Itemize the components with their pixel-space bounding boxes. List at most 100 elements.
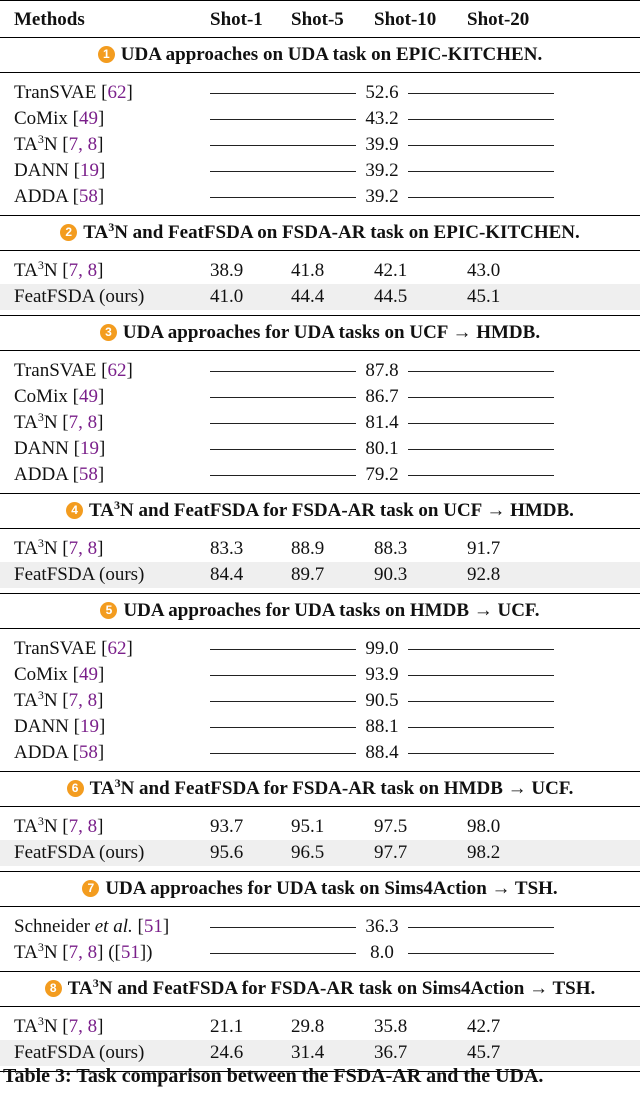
table-row: DANN [19] 88.1 [0, 714, 640, 740]
section-title-pre: TA [89, 778, 115, 799]
method-superscript: 3 [37, 536, 44, 550]
method-name: FeatFSDA (ours) [14, 286, 145, 307]
section-badge: 5 [100, 602, 118, 619]
table-row: CoMix [49] 43.2 [0, 106, 640, 132]
section-title: 2 TA3N and FeatFSDA on FSDA-AR task on EP… [0, 216, 640, 250]
section-rule [0, 806, 640, 807]
method-cell: ADDA [58] [14, 742, 105, 763]
citation: 7, 8 [68, 690, 98, 711]
uda-value: 87.8 [365, 360, 399, 381]
section-title-text: N and FeatFSDA on FSDA-AR task on EPIC-K… [114, 222, 580, 243]
section-title: 1 UDA approaches on UDA task on EPIC-KITC… [0, 38, 640, 72]
spacer [0, 907, 640, 914]
section-title-text: UDA approaches for UDA tasks on HMDB → U… [123, 600, 540, 621]
spacer [0, 807, 640, 814]
method-name: ADDA [14, 742, 68, 763]
citation: 19 [79, 716, 99, 737]
spacer [0, 351, 640, 358]
shot-value: 36.7 [374, 1042, 408, 1063]
dash-line [408, 675, 554, 676]
table-row: CoMix [49] 86.7 [0, 384, 640, 410]
shot-value: 41.0 [210, 286, 244, 307]
header-shot5: Shot-5 [291, 9, 344, 30]
extra-citation-pre: ([ [103, 942, 121, 963]
spanning-value: 80.1 [210, 436, 554, 462]
method-name: CoMix [14, 664, 68, 685]
method-name: CoMix [14, 386, 68, 407]
dash-line [408, 171, 554, 172]
method-name: TA [14, 412, 38, 433]
table-row: DANN [19] 80.1 [0, 436, 640, 462]
dash-line [210, 753, 356, 754]
spanning-value: 88.4 [210, 740, 554, 766]
shot-value: 44.5 [374, 286, 408, 307]
method-cell: TA3N [7, 8] [14, 536, 104, 559]
table-row: TA3N [7, 8] 38.9 41.8 42.1 43.0 [0, 258, 640, 284]
table-row: TranSVAE [62] 99.0 [0, 636, 640, 662]
section-rule [0, 628, 640, 629]
uda-value: 43.2 [365, 108, 399, 129]
shot-value: 42.1 [374, 260, 408, 281]
method-cell: Schneider et al. [51] [14, 916, 170, 937]
shot-value: 35.8 [374, 1016, 408, 1037]
method-name: DANN [14, 438, 69, 459]
uda-value: 86.7 [365, 386, 399, 407]
spanning-value: 39.2 [210, 184, 554, 210]
section-title: 6 TA3N and FeatFSDA for FSDA-AR task on H… [0, 772, 640, 806]
method-name: TA [14, 260, 38, 281]
dash-line [210, 953, 356, 954]
dash-line [210, 197, 356, 198]
spanning-value: 79.2 [210, 462, 554, 488]
uda-value: 80.1 [365, 438, 399, 459]
section-title-text: UDA approaches on UDA task on EPIC-KITCH… [120, 44, 543, 65]
section-rule [0, 215, 640, 216]
method-cell: TA3N [7, 8] ([51]) [14, 940, 153, 963]
dash-line [210, 93, 356, 94]
header-row: Methods Shot-1 Shot-5 Shot-10 Shot-20 [0, 1, 640, 37]
shot-value: 98.0 [467, 816, 501, 837]
section-title: 8 TA3N and FeatFSDA for FSDA-AR task on S… [0, 972, 640, 1006]
method-cell: FeatFSDA (ours) [14, 840, 144, 866]
extra-citation-post: ]) [139, 942, 153, 963]
method-italic: et al. [94, 916, 133, 937]
section-rule [0, 593, 640, 594]
dash-line [408, 727, 554, 728]
method-name: DANN [14, 716, 69, 737]
method-name: TA [14, 538, 38, 559]
citation: 62 [107, 82, 127, 103]
section-rule [0, 350, 640, 351]
shot-value: 31.4 [291, 1042, 325, 1063]
uda-value: 39.9 [365, 134, 399, 155]
section-rule [0, 72, 640, 73]
dash-line [210, 649, 356, 650]
dash-line [408, 93, 554, 94]
uda-value: 81.4 [365, 412, 399, 433]
spacer [0, 251, 640, 258]
shot-value: 88.3 [374, 538, 408, 559]
section-rule [0, 1006, 640, 1007]
method-name: TranSVAE [14, 82, 97, 103]
table-row: FeatFSDA (ours) 84.4 89.7 90.3 92.8 [0, 562, 640, 588]
uda-value: 88.1 [365, 716, 399, 737]
method-name: CoMix [14, 108, 68, 129]
shot-value: 96.5 [291, 842, 325, 863]
section-title-pre: TA [67, 978, 93, 999]
table-row: TranSVAE [62] 52.6 [0, 80, 640, 106]
table-row: TA3N [7, 8] 93.7 95.1 97.5 98.0 [0, 814, 640, 840]
section-badge: 2 [60, 224, 78, 241]
section-title: 5 UDA approaches for UDA tasks on HMDB → … [0, 594, 640, 628]
uda-value: 39.2 [365, 186, 399, 207]
spanning-value: 39.9 [210, 132, 554, 158]
table-row: FeatFSDA (ours) 24.6 31.4 36.7 45.7 [0, 1040, 640, 1066]
shot-value: 21.1 [210, 1016, 244, 1037]
method-cell: TA3N [7, 8] [14, 410, 104, 433]
table-row: TA3N [7, 8] 90.5 [0, 688, 640, 714]
table-row: TA3N [7, 8] 81.4 [0, 410, 640, 436]
dash-line [408, 397, 554, 398]
section-rule [0, 906, 640, 907]
shot-value: 97.5 [374, 816, 408, 837]
section-rule [0, 871, 640, 872]
method-name: Schneider [14, 916, 95, 937]
method-cell: ADDA [58] [14, 464, 105, 485]
citation: 7, 8 [68, 816, 98, 837]
